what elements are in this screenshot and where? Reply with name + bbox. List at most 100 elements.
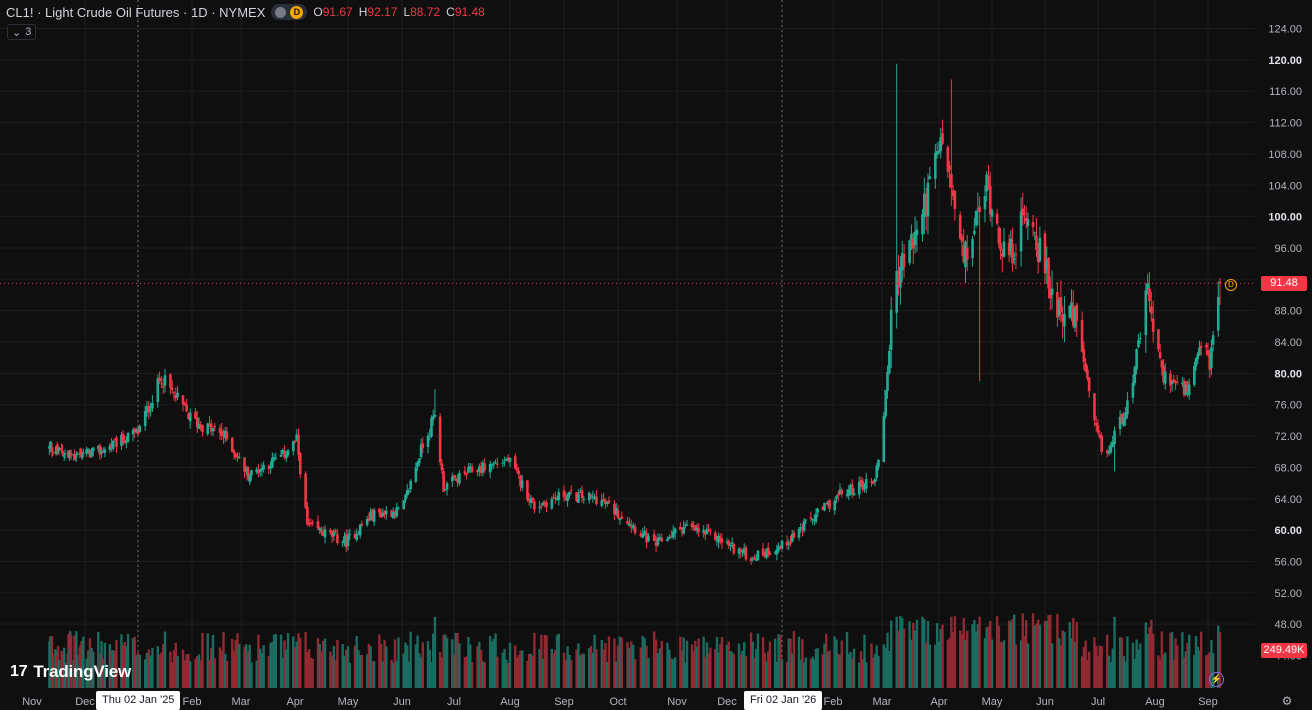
- volume-bar: [272, 634, 276, 688]
- indicators-toggle-button[interactable]: ⌄ 3: [7, 24, 37, 40]
- volume-bar: [789, 638, 792, 688]
- candle-body: [751, 558, 755, 560]
- candle-body: [613, 503, 616, 515]
- candle-body: [538, 506, 541, 508]
- candle-body: [589, 494, 593, 496]
- time-axis-label: Mar: [232, 696, 251, 708]
- candle-body: [780, 540, 784, 549]
- volume-bar: [705, 642, 709, 688]
- candle-body: [402, 500, 406, 510]
- volume-bar: [1111, 648, 1114, 688]
- volume-bar: [156, 646, 159, 688]
- candle-body: [149, 409, 152, 411]
- price-tick-label: 68.00: [1274, 462, 1302, 474]
- volume-bar: [1210, 639, 1213, 688]
- candle-body: [1158, 352, 1162, 359]
- candle-body: [864, 479, 868, 489]
- volume-bar: [232, 650, 236, 688]
- candle-body: [479, 465, 483, 473]
- candle-body: [508, 457, 512, 462]
- price-tick-label: 116.00: [1269, 86, 1302, 98]
- volume-bar: [1139, 643, 1142, 688]
- candle-body: [307, 522, 311, 525]
- volume-bar: [1160, 631, 1164, 688]
- candle-body: [230, 438, 234, 453]
- candle-body: [85, 449, 88, 454]
- candle-body: [1157, 329, 1160, 350]
- volume-bar: [73, 635, 76, 688]
- candle-body: [568, 491, 571, 496]
- market-status-badge[interactable]: D: [271, 4, 308, 20]
- candle-body: [395, 507, 399, 517]
- volume-bar: [160, 652, 163, 688]
- volume-bar: [849, 651, 852, 688]
- candle-body: [761, 548, 765, 556]
- volume-bar: [149, 655, 152, 688]
- volume-bar: [1148, 627, 1151, 688]
- candle-body: [1075, 304, 1079, 321]
- volume-bar: [756, 633, 760, 688]
- candle-body: [68, 451, 72, 454]
- candle-body: [604, 500, 607, 504]
- volume-bar: [419, 656, 423, 688]
- candle-body: [1216, 297, 1220, 331]
- candle-body: [1181, 382, 1184, 384]
- volume-bar: [531, 655, 534, 688]
- candle-body: [705, 528, 709, 535]
- candle-body: [343, 536, 346, 544]
- volume-bar: [604, 643, 607, 688]
- volume-bar: [566, 646, 569, 688]
- candle-body: [884, 389, 887, 417]
- candle-body: [136, 429, 140, 435]
- volume-bar: [1133, 659, 1136, 688]
- volume-bar: [1217, 625, 1220, 688]
- volume-bar: [995, 616, 999, 688]
- volume-bar: [671, 659, 675, 688]
- candle-body: [391, 511, 395, 519]
- candle-body: [440, 463, 444, 471]
- candle-body: [355, 533, 359, 540]
- volume-bar: [704, 656, 707, 688]
- close-value: 91.48: [454, 5, 485, 19]
- volume-bar: [962, 617, 965, 688]
- volume-bar: [123, 642, 126, 688]
- volume-bar: [924, 642, 928, 688]
- volume-bar: [877, 655, 880, 688]
- volume-bar: [304, 632, 307, 688]
- tradingview-logo[interactable]: 17 TradingView: [10, 662, 131, 682]
- volume-bar: [1009, 621, 1013, 688]
- candle-body: [987, 176, 990, 188]
- volume-bar: [57, 660, 61, 688]
- candle-body: [849, 485, 852, 490]
- volume-bar: [1068, 621, 1071, 688]
- candle-body: [183, 403, 187, 405]
- volume-bar: [641, 636, 644, 688]
- candle-body: [297, 434, 300, 455]
- candle-body: [272, 457, 276, 460]
- candle-body: [833, 500, 837, 511]
- volume-bar: [395, 660, 398, 688]
- volume-bar: [882, 644, 886, 688]
- lightning-icon[interactable]: ⚡: [1209, 672, 1224, 687]
- candle-body: [742, 548, 746, 554]
- volume-bar: [780, 658, 784, 688]
- candle-body: [67, 451, 70, 455]
- volume-bar: [358, 654, 362, 688]
- volume-bar: [707, 653, 710, 688]
- volume-bar: [744, 655, 748, 688]
- volume-bar: [865, 662, 868, 688]
- volume-bar: [492, 638, 495, 688]
- dividend-marker-icon[interactable]: D: [1225, 279, 1237, 291]
- candle-body: [857, 481, 861, 495]
- symbol-title[interactable]: CL1! · Light Crude Oil Futures · 1D · NY…: [6, 4, 266, 20]
- volume-bar: [1021, 613, 1024, 688]
- candle-body: [575, 492, 578, 502]
- volume-bar: [336, 639, 339, 688]
- volume-bar: [799, 659, 802, 688]
- candle-body: [562, 490, 566, 498]
- volume-bar: [775, 661, 779, 688]
- candle-body: [160, 383, 163, 385]
- gear-icon[interactable]: ⚙: [1281, 694, 1293, 708]
- volume-bar: [360, 654, 364, 688]
